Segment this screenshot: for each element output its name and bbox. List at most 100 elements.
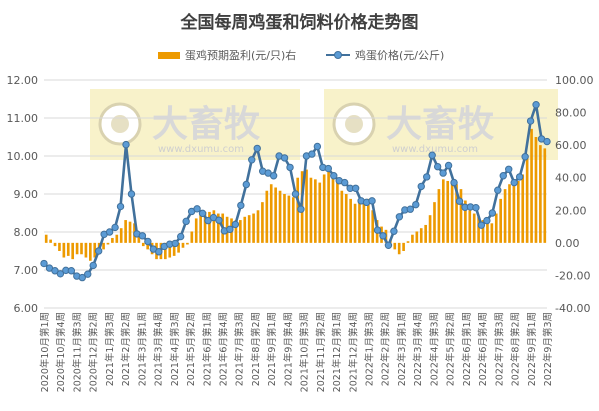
- egg-price-point: [297, 205, 305, 213]
- legend-item-profit: 蛋鸡预期盈利(元/只)右: [158, 47, 296, 63]
- egg-price-point: [488, 209, 497, 217]
- x-tick-label: 2022年5月第2周: [445, 312, 457, 386]
- x-tick-label: 2020年12月第2周: [88, 312, 100, 392]
- egg-price-point: [56, 270, 65, 278]
- profit-bar: [362, 200, 366, 243]
- profit-bar: [468, 210, 472, 243]
- profit-bar: [433, 202, 436, 243]
- egg-price-point: [477, 221, 486, 229]
- egg-price-point: [237, 201, 245, 210]
- profit-bar: [486, 220, 489, 243]
- profit-bar: [305, 169, 308, 243]
- egg-price-point: [444, 161, 453, 170]
- profit-bar: [358, 200, 361, 243]
- profit-bar: [446, 180, 450, 243]
- x-tick-label: 2022年9月第1周: [526, 312, 538, 386]
- profit-bar: [128, 221, 132, 243]
- egg-price-point: [428, 151, 436, 159]
- profit-bar: [397, 242, 401, 255]
- profit-bar: [336, 180, 339, 243]
- profit-bar: [71, 242, 75, 260]
- egg-price-point: [510, 178, 518, 187]
- x-tick-label: 2022年9月第3周: [542, 312, 554, 386]
- egg-price-point: [198, 209, 207, 218]
- egg-price-point: [111, 223, 119, 232]
- egg-price-point: [521, 153, 529, 161]
- profit-bar: [278, 190, 282, 243]
- egg-price-point: [89, 261, 97, 270]
- legend: 蛋鸡预期盈利(元/只)右 鸡蛋价格(元/公斤): [0, 47, 599, 65]
- y-right-tick-label: 100.00: [555, 74, 594, 87]
- x-tick-label: 2021年5月第2周: [185, 312, 197, 386]
- profit-bar: [252, 213, 255, 243]
- x-tick-label: 2021年10月第3周: [299, 312, 311, 392]
- x-tick-label: 2021年6月第4周: [217, 312, 229, 386]
- egg-price-point: [417, 182, 425, 191]
- profit-bar: [516, 180, 520, 243]
- profit-bar: [247, 215, 251, 243]
- profit-bar: [269, 184, 273, 243]
- profit-bar: [186, 242, 189, 245]
- profit-bar: [194, 218, 198, 243]
- profit-bar: [93, 242, 97, 258]
- profit-bar: [428, 215, 432, 243]
- y-right-tick-label: -40.00: [555, 302, 590, 315]
- egg-price-point: [395, 213, 404, 221]
- y-left-tick-label: 12.00: [7, 74, 39, 87]
- egg-price-point: [439, 169, 447, 177]
- profit-bar: [49, 239, 52, 243]
- egg-price-point: [176, 232, 185, 241]
- egg-price-point: [269, 172, 278, 180]
- egg-price-point: [455, 197, 464, 205]
- egg-price-point: [450, 178, 458, 187]
- egg-price-point: [341, 178, 349, 187]
- x-tick-label: 2021年3月第1周: [136, 312, 148, 386]
- profit-bar: [216, 213, 220, 243]
- y-right-tick-label: 80.00: [555, 107, 587, 120]
- y-right-tick-label: 40.00: [555, 172, 587, 185]
- watermark-text: 大畜牧: [386, 104, 495, 145]
- y-left-tick-label: 10.00: [7, 150, 39, 163]
- profit-bar: [464, 200, 467, 243]
- egg-price-point: [40, 259, 48, 268]
- egg-price-point: [505, 165, 513, 174]
- watermark-logo-dot: [345, 115, 363, 133]
- egg-price-point: [248, 156, 256, 164]
- profit-bar: [274, 187, 277, 243]
- egg-price-point: [499, 172, 507, 180]
- profit-bar: [181, 242, 185, 248]
- y-left-tick-label: 11.00: [7, 112, 39, 125]
- x-tick-label: 2021年9月第1周: [266, 312, 278, 386]
- egg-price-point: [368, 197, 376, 205]
- egg-price-point: [94, 247, 103, 255]
- profit-bar: [508, 184, 511, 243]
- profit-bar: [190, 231, 194, 243]
- x-tick-label: 2020年11月第3周: [71, 312, 83, 392]
- egg-price-point: [231, 220, 240, 229]
- profit-bar: [203, 211, 207, 243]
- profit-bar: [543, 148, 547, 243]
- profit-bar: [494, 213, 498, 243]
- egg-price-point: [373, 226, 382, 234]
- profit-bar: [371, 210, 375, 243]
- egg-price-point: [313, 142, 322, 151]
- profit-bar: [208, 211, 211, 243]
- profit-bar: [499, 198, 502, 243]
- x-tick-label: 2021年12月第4周: [347, 312, 359, 392]
- profit-bar: [234, 220, 238, 243]
- chart-title: 全国每周鸡蛋和饲料价格走势图: [180, 13, 419, 33]
- profit-bar: [80, 242, 83, 255]
- x-tick-label: 2022年7月第3周: [493, 312, 505, 386]
- egg-price-point: [515, 173, 524, 181]
- x-tick-label: 2022年6月第4周: [477, 312, 489, 386]
- profit-bar: [291, 197, 295, 243]
- egg-price-point: [280, 154, 289, 162]
- x-tick-label: 2022年2月第2周: [380, 312, 392, 386]
- profit-bar: [168, 242, 172, 258]
- legend-swatch-line: [326, 50, 350, 60]
- profit-bar: [353, 203, 357, 243]
- x-tick-label: 2022年3月第4周: [412, 312, 424, 386]
- egg-price-point: [543, 137, 551, 146]
- profit-bar: [472, 213, 476, 243]
